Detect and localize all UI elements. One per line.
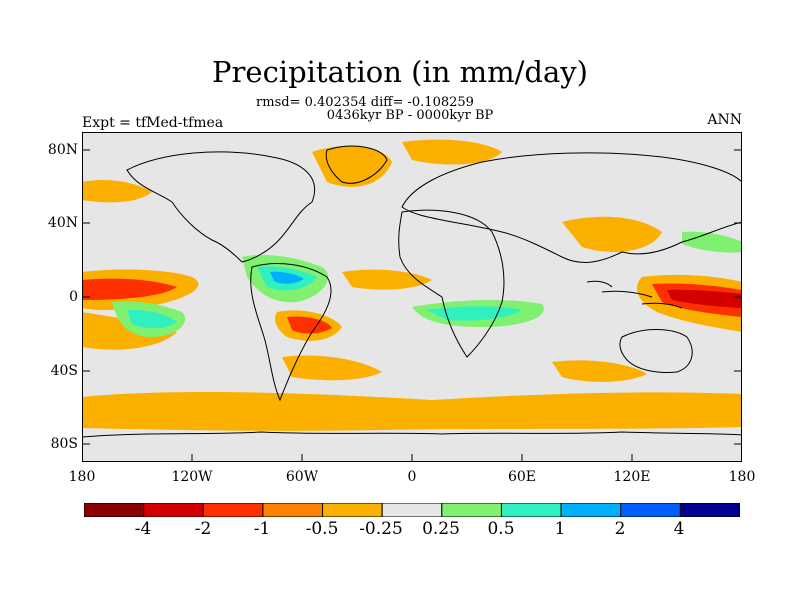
experiment-label: Expt = tfMed-tfmea [82, 115, 224, 131]
colorbar-label: -0.25 [359, 519, 403, 539]
anomaly-south-atlantic-dry [282, 355, 382, 381]
chart-title: Precipitation (in mm/day) [212, 55, 588, 89]
coast-antarctica [82, 431, 742, 438]
x-tick-label: 60W [285, 469, 319, 485]
anomaly-asia-wet [682, 231, 742, 253]
colorbar-swatch [143, 503, 204, 517]
coast-greenland [325, 145, 388, 184]
x-tick-label: 120W [171, 469, 213, 485]
y-tick-label: 80N [47, 142, 78, 158]
colorbar-swatch [262, 503, 324, 517]
colorbar-swatch [441, 503, 502, 517]
coast-indonesia [586, 280, 683, 309]
anomaly-west-pacific-max [667, 289, 742, 308]
colorbar-swatch [322, 503, 383, 517]
coast-australia [619, 329, 693, 373]
colorbar-label: -0.5 [305, 519, 339, 539]
colorbar-label: 0.5 [487, 519, 515, 539]
coast-north-america [126, 151, 316, 263]
colorbar-label: -4 [134, 519, 152, 539]
y-tick-label: 40N [47, 215, 78, 231]
y-tick-label: 40S [50, 363, 78, 379]
colorbar-swatch [560, 503, 622, 517]
colorbar-swatch [679, 503, 740, 517]
anomaly-fields [82, 139, 742, 431]
colorbar-swatch [620, 503, 681, 517]
anomaly-southern-ocean-dry [82, 391, 742, 431]
colorbar-swatch [381, 503, 443, 517]
anomaly-north-atlantic-dry [312, 146, 392, 187]
colorbar-label: 1 [554, 519, 566, 539]
y-tick-label: 0 [69, 289, 78, 305]
colorbar [84, 503, 740, 517]
coast-africa [398, 209, 505, 358]
anomaly-east-pacific-neg2 [82, 278, 177, 300]
anomaly-atlantic-dry [342, 269, 432, 290]
x-tick-label: 60E [507, 469, 537, 485]
x-tick-label: 0 [407, 469, 417, 485]
anomaly-brazil-dry-core [287, 316, 332, 334]
anomaly-north-pacific-dry [82, 180, 152, 203]
colorbar-label: 2 [614, 519, 626, 539]
colorbar-label: -1 [253, 519, 271, 539]
anomaly-indian-core [427, 306, 522, 321]
coast-eurasia [401, 152, 742, 263]
anomaly-spcz-wet2 [127, 309, 177, 329]
x-tick-label: 180 [68, 469, 96, 485]
axis-ticks [82, 149, 742, 462]
colorbar-swatch [202, 503, 264, 517]
coastlines [82, 145, 742, 438]
time-period-label: 0436kyr BP - 0000kyr BP [326, 108, 494, 123]
coast-south-america [250, 263, 332, 402]
precipitation-anomaly-map [82, 132, 742, 462]
x-tick-label: 180 [728, 469, 756, 485]
rmsd-diff-stats: rmsd= 0.402354 diff= -0.108259 [256, 95, 474, 110]
colorbar-label: 4 [673, 519, 685, 539]
season-label: ANN [707, 112, 742, 128]
y-tick-label: 80S [50, 436, 78, 452]
colorbar-swatch [500, 503, 562, 517]
anomaly-amazon-max [270, 271, 304, 284]
colorbar-swatch [84, 503, 145, 517]
colorbar-label: 0.25 [422, 519, 460, 539]
anomaly-asia-dry [562, 216, 662, 252]
x-tick-label: 120E [613, 469, 651, 485]
anomaly-south-indian-dry [552, 360, 647, 382]
anomaly-siberia-dry [402, 139, 502, 165]
colorbar-label: -2 [194, 519, 212, 539]
